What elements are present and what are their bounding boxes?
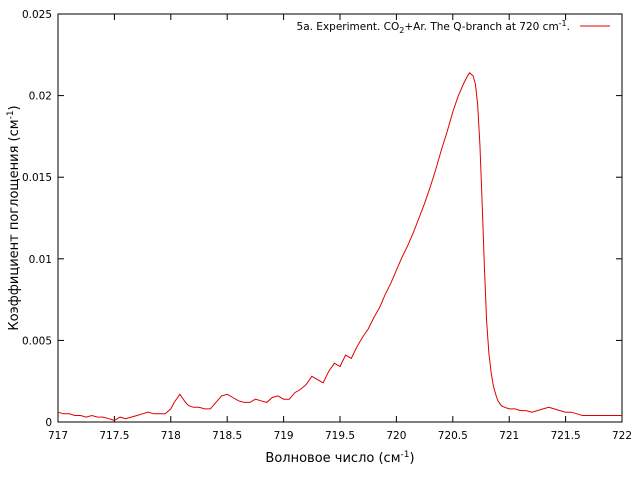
y-tick-label: 0.02 [29, 91, 52, 103]
x-tick-label: 717 [48, 430, 68, 442]
legend-label: 5a. Experiment. CO2+Ar. The Q-branch at … [297, 19, 570, 35]
y-tick-label: 0.01 [29, 254, 52, 266]
x-axis: 717 717.5 718 718.5 719 719.5 720 720.5 721 721.5… [48, 14, 632, 442]
y-tick-label: 0.025 [22, 9, 52, 21]
y-tick-label: 0.005 [22, 335, 52, 347]
x-tick-label: 719.5 [325, 430, 355, 442]
y-axis: 0 0.005 0.01 0.015 0.02 0.025 [22, 9, 622, 429]
y-axis-title: Коэффициент поглощения (см-1) [6, 105, 22, 330]
x-tick-label: 717.5 [99, 430, 129, 442]
x-tick-label: 719 [274, 430, 294, 442]
x-axis-title: Волновое число (см-1) [265, 450, 414, 466]
x-tick-label: 720 [386, 430, 406, 442]
legend: 5a. Experiment. CO2+Ar. The Q-branch at … [297, 19, 610, 35]
x-tick-label: 722 [612, 430, 632, 442]
x-tick-label: 721.5 [551, 430, 581, 442]
x-tick-label: 720.5 [438, 430, 468, 442]
series-line [57, 72, 622, 421]
x-tick-label: 718.5 [212, 430, 242, 442]
y-tick-label: 0.015 [22, 172, 52, 184]
x-tick-label: 718 [161, 430, 181, 442]
plot-frame [57, 13, 623, 423]
x-tick-label: 721 [499, 430, 519, 442]
y-tick-label: 0 [45, 417, 52, 429]
